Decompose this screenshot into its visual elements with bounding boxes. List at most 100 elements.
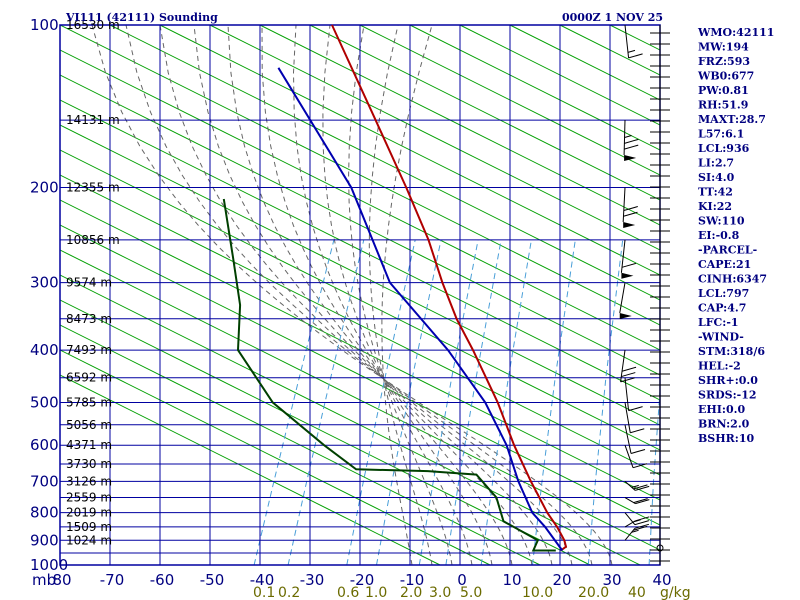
dry-adiabat-line (459, 25, 660, 126)
wind-barb-staff (624, 424, 632, 454)
wind-barb-half (627, 49, 636, 53)
mixing-ratio-label: 10.0 (522, 585, 553, 600)
height-label: 6592 m (66, 371, 112, 385)
wind-barb-staff (624, 402, 631, 433)
wind-barbs (619, 24, 670, 565)
height-label: 5785 m (66, 395, 112, 409)
wind-barb (620, 239, 637, 279)
pressure-tick-label: 300 (30, 274, 59, 292)
pressure-tick-label: 600 (30, 436, 59, 454)
wind-barb (624, 402, 645, 434)
moist-adiabat-line (381, 25, 433, 565)
wind-barb-full (634, 523, 650, 529)
wind-barb-pennant (619, 312, 632, 319)
wind-barb (624, 516, 650, 528)
mixing-ratio-line (346, 239, 416, 565)
stability-index: CAP:4.7 (698, 302, 746, 315)
mixing-ratio-label: 0.1 (253, 585, 275, 600)
wind-barb-half (633, 519, 641, 523)
dry-adiabat-line (60, 99, 660, 401)
height-label: 1509 m (66, 520, 112, 534)
dry-adiabat-line (159, 25, 660, 276)
dry-adiabat-line (309, 25, 660, 201)
mixing-ratio-line (253, 239, 335, 565)
stability-index: BSHR:10 (698, 432, 754, 445)
stability-index: CINH:6347 (698, 273, 767, 286)
stability-index: -PARCEL- (698, 244, 757, 257)
dry-adiabat-line (409, 25, 660, 151)
height-label: 4371 m (66, 438, 112, 452)
wind-barb-pennant (624, 154, 637, 161)
temperature-tick-label: -50 (200, 571, 225, 589)
temperature-tick-label: 0 (457, 571, 467, 589)
dry-adiabat-line (60, 199, 660, 501)
mixing-ratio-label: 1.0 (365, 585, 387, 600)
stability-index: STM:318/6 (698, 345, 765, 358)
stability-index: SRDS:-12 (698, 389, 757, 402)
height-label: 2019 m (66, 506, 112, 520)
mixing-ratio-label: g/kg (660, 585, 691, 600)
barb-origin (656, 544, 664, 552)
wind-barb-staff (622, 187, 626, 223)
temperature-tick-label: 80 (52, 571, 71, 589)
wind-barb (624, 497, 650, 505)
height-label: 3126 m (66, 474, 112, 488)
height-label: 5056 m (66, 418, 112, 432)
wind-barb-full (634, 520, 650, 526)
stability-index: SHR+:0.0 (698, 374, 758, 387)
stability-index: WB0:677 (697, 70, 754, 83)
dry-adiabat-line (60, 74, 660, 376)
stability-index: FRZ:593 (698, 55, 750, 68)
stability-index: MAXT:28.7 (698, 113, 766, 126)
temperature-tick-label: -30 (300, 571, 325, 589)
stability-index: -WIND- (698, 331, 744, 344)
pressure-tick-label: 800 (30, 504, 59, 522)
wind-barb-full (630, 428, 645, 434)
mixing-ratio-line (532, 239, 576, 565)
wind-barb-full (624, 138, 639, 144)
sounding-profiles (222, 24, 568, 552)
mixing-ratio-line (648, 384, 660, 565)
dry-adiabat-line (359, 25, 660, 176)
height-label: 10856 m (66, 233, 120, 247)
wind-barb-staff (624, 512, 636, 525)
mixing-ratio-line (480, 239, 532, 565)
wind-barb-pennant (621, 272, 634, 279)
temperature-tick-label: 30 (602, 571, 621, 589)
pressure-tick-label: 400 (30, 341, 59, 359)
height-label: 2559 m (66, 491, 112, 505)
temperature-line (331, 24, 568, 552)
wind-barb-staff (620, 350, 626, 382)
temperature-tick-label: 40 (652, 571, 671, 589)
pressure-unit-label: mb (32, 571, 56, 589)
wind-barb-half (624, 135, 632, 139)
wind-barb (619, 282, 632, 319)
mixing-ratio-label: 0.2 (278, 585, 300, 600)
mixing-ratio-label: 3.0 (429, 585, 451, 600)
wind-barb-staff (624, 377, 630, 411)
stability-index: EHI:0.0 (698, 403, 745, 416)
wind-barb-full (621, 372, 636, 378)
height-label: 8473 m (66, 312, 112, 326)
height-label: 7493 m (66, 343, 112, 357)
mixing-ratio-label: 2.0 (400, 585, 422, 600)
pressure-tick-label: 900 (30, 531, 59, 549)
stability-index: WMO:42111 (697, 26, 774, 39)
dry-adiabat-line (559, 25, 660, 76)
temperature-tick-label: 20 (552, 571, 571, 589)
temperature-tick-label: -60 (150, 571, 175, 589)
pressure-tick-label: 700 (30, 472, 59, 490)
mixing-ratio-line (587, 239, 624, 565)
mixing-ratio-line (418, 239, 479, 565)
height-label: 14131 m (66, 113, 120, 127)
dry-adiabat-line (109, 25, 660, 301)
stability-index: LCL:936 (698, 142, 750, 155)
wind-barb (622, 187, 638, 229)
wind-barb-half (631, 529, 639, 533)
wind-barb (624, 523, 650, 541)
wind-barb-full (635, 485, 650, 491)
dry-adiabat-line (60, 174, 660, 476)
